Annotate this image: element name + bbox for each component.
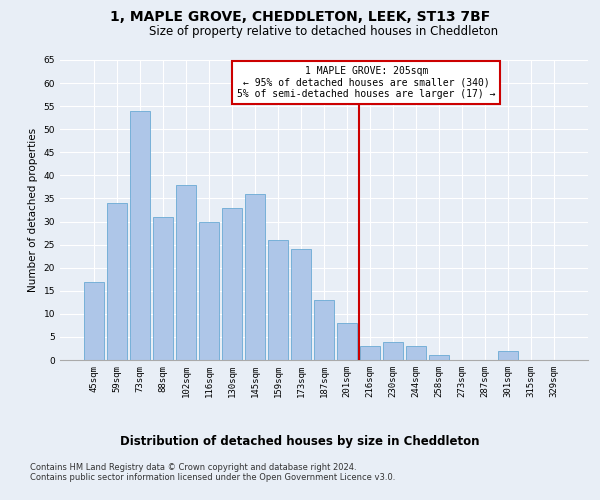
Text: Distribution of detached houses by size in Cheddleton: Distribution of detached houses by size … (120, 435, 480, 448)
Bar (499, 351, 518, 360)
Bar (222, 208, 242, 360)
Bar (84, 282, 104, 360)
Text: 1 MAPLE GROVE: 205sqm
← 95% of detached houses are smaller (340)
5% of semi-deta: 1 MAPLE GROVE: 205sqm ← 95% of detached … (237, 66, 496, 99)
Bar (268, 240, 288, 360)
Bar (406, 346, 426, 360)
Title: Size of property relative to detached houses in Cheddleton: Size of property relative to detached ho… (149, 25, 499, 38)
Text: Contains public sector information licensed under the Open Government Licence v3: Contains public sector information licen… (30, 472, 395, 482)
Bar (153, 217, 173, 360)
Bar (199, 222, 218, 360)
Bar (107, 203, 127, 360)
Bar (130, 111, 149, 360)
Bar (337, 323, 357, 360)
Bar (176, 184, 196, 360)
Bar (360, 346, 380, 360)
Text: Contains HM Land Registry data © Crown copyright and database right 2024.: Contains HM Land Registry data © Crown c… (30, 462, 356, 471)
Bar (314, 300, 334, 360)
Bar (383, 342, 403, 360)
Bar (245, 194, 265, 360)
Text: 1, MAPLE GROVE, CHEDDLETON, LEEK, ST13 7BF: 1, MAPLE GROVE, CHEDDLETON, LEEK, ST13 7… (110, 10, 490, 24)
Bar (430, 356, 449, 360)
Bar (291, 249, 311, 360)
Y-axis label: Number of detached properties: Number of detached properties (28, 128, 38, 292)
